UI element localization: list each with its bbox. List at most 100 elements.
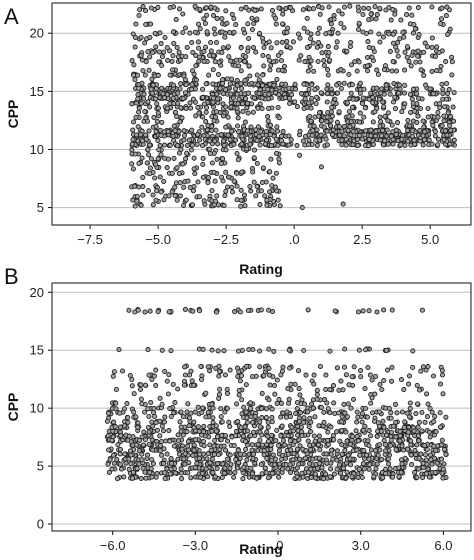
panel-a-scatter-point [173, 109, 179, 115]
panel-a-scatter-point [227, 81, 233, 87]
panel-a-scatter-point [142, 108, 148, 115]
panel-a-scatter-point [260, 52, 266, 59]
panel-a-scatter-point [255, 124, 261, 130]
panel-a-scatter-point [381, 67, 387, 73]
panel-a-scatter-point [213, 198, 219, 204]
panel-a-scatter-point [442, 128, 448, 134]
panel-b-scatter-point [296, 386, 302, 392]
panel-a-scatter-point [355, 26, 362, 33]
panel-b-scatter-point [358, 368, 364, 374]
panel-a-scatter-point [394, 120, 401, 126]
panel-a-scatter-point [136, 12, 142, 19]
panel-a-scatter-point [204, 29, 210, 35]
panel-a-x-tick-label: −5.0 [145, 232, 171, 247]
panel-a-scatter-point [333, 44, 339, 50]
panel-a-scatter-point [440, 90, 446, 96]
panel-a-scatter-point [274, 76, 280, 82]
panel-a-scatter-point [252, 7, 258, 13]
panel-b-scatter-point [211, 443, 217, 449]
panel-a-scatter-point [405, 127, 411, 133]
panel-b-scatter-point [406, 381, 412, 387]
panel-a-scatter-point [382, 138, 388, 144]
panel-b-scatter-point [282, 442, 288, 448]
panel-b-scatter-point [314, 465, 321, 471]
panel-b-scatter-point [126, 466, 132, 472]
panel-b-scatter-point [297, 392, 303, 398]
panel-b-scatter-point [211, 451, 217, 458]
panel-b-scatter-point [266, 397, 272, 403]
panel-a-scatter-point [258, 6, 264, 12]
panel-b-scatter-point [334, 466, 340, 472]
panel-a-scatter-point [368, 127, 374, 133]
panel-b-scatter-point [402, 455, 408, 461]
panel-b-scatter-point [389, 307, 395, 313]
panel-b-scatter-point [316, 433, 322, 439]
panel-a-scatter-point [190, 188, 196, 194]
panel-a-scatter-point [167, 5, 173, 11]
panel-b-scatter-point [299, 433, 305, 439]
panel-b-scatter-point [166, 372, 172, 378]
panel-a-scatter-point [149, 90, 155, 96]
panel-a-scatter-point [302, 96, 308, 102]
panel-a-scatter-point [432, 53, 438, 59]
panel-b-scatter-point [286, 396, 292, 402]
panel-a-scatter-point [290, 39, 296, 45]
panel-b-scatter-point [311, 433, 317, 439]
panel-a-scatter-point [240, 101, 246, 107]
panel-a-scatter-point [197, 137, 203, 143]
panel-b-scatter-point [199, 470, 205, 476]
panel-a-scatter-point [268, 156, 274, 162]
panel-b-scatter-point [368, 400, 374, 406]
panel-a-scatter-point [156, 59, 162, 65]
panel-a-scatter-point [148, 21, 154, 27]
panel-b-scatter-point [321, 419, 327, 425]
panel-b-scatter-point [164, 378, 170, 384]
panel-b-scatter-point [219, 419, 225, 425]
panel-b-scatter-point [328, 424, 334, 430]
panel-b-scatter-point [434, 460, 440, 466]
panel-b-scatter-point [373, 466, 379, 472]
panel-b-scatter-point [117, 410, 123, 416]
panel-a-scatter-point [362, 105, 368, 111]
panel-b-scatter-point [308, 447, 314, 453]
panel-b-scatter-point [179, 476, 185, 482]
panel-b-scatter-point [328, 447, 335, 453]
panel-a-scatter-point [265, 114, 271, 120]
panel-a-scatter-point [176, 49, 182, 55]
panel-b-scatter-point [196, 308, 203, 314]
panel-a-scatter-point [135, 96, 141, 102]
panel-b-scatter-point [178, 470, 185, 476]
panel-a-scatter-point [364, 63, 371, 69]
panel-a-scatter-point [239, 169, 245, 175]
panel-b-scatter-point [106, 469, 112, 475]
panel-a-scatter-point [182, 25, 189, 31]
panel-a-scatter-point [150, 82, 156, 88]
panel-a-scatter-point [258, 188, 264, 194]
panel-b-scatter-point [331, 400, 337, 406]
panel-b-scatter-point [122, 451, 128, 457]
panel-a-scatter-point [172, 128, 178, 134]
panel-a-scatter-point [349, 104, 356, 110]
panel-b-y-tick-label: 15 [30, 343, 44, 358]
panel-a-scatter-point [147, 104, 153, 110]
panel-a-scatter-point [328, 123, 334, 129]
panel-b-scatter-point [275, 442, 282, 449]
panel-a-scatter-point [224, 20, 230, 26]
panel-a-scatter-point [398, 142, 404, 148]
panel-b-scatter-point [314, 387, 320, 393]
panel-b-scatter-point [217, 368, 223, 375]
panel-a-scatter-point [336, 123, 342, 130]
panel-a-scatter-point [318, 90, 324, 96]
panel-a-scatter-points [129, 3, 458, 211]
panel-a-scatter-point [155, 138, 161, 144]
panel-a-scatter-point [297, 128, 303, 134]
panel-b-scatter-point [379, 456, 385, 462]
panel-a-scatter-point [284, 39, 290, 45]
panel-a-scatter-point [194, 141, 200, 147]
panel-a-scatter-point [427, 86, 433, 92]
panel-b-scatter-point [168, 456, 174, 462]
panel-b-scatter-point [401, 387, 407, 393]
panel-b-scatter-point [185, 438, 191, 445]
panel-a-scatter-point [384, 127, 390, 133]
panel-b-scatter-point [299, 397, 305, 403]
